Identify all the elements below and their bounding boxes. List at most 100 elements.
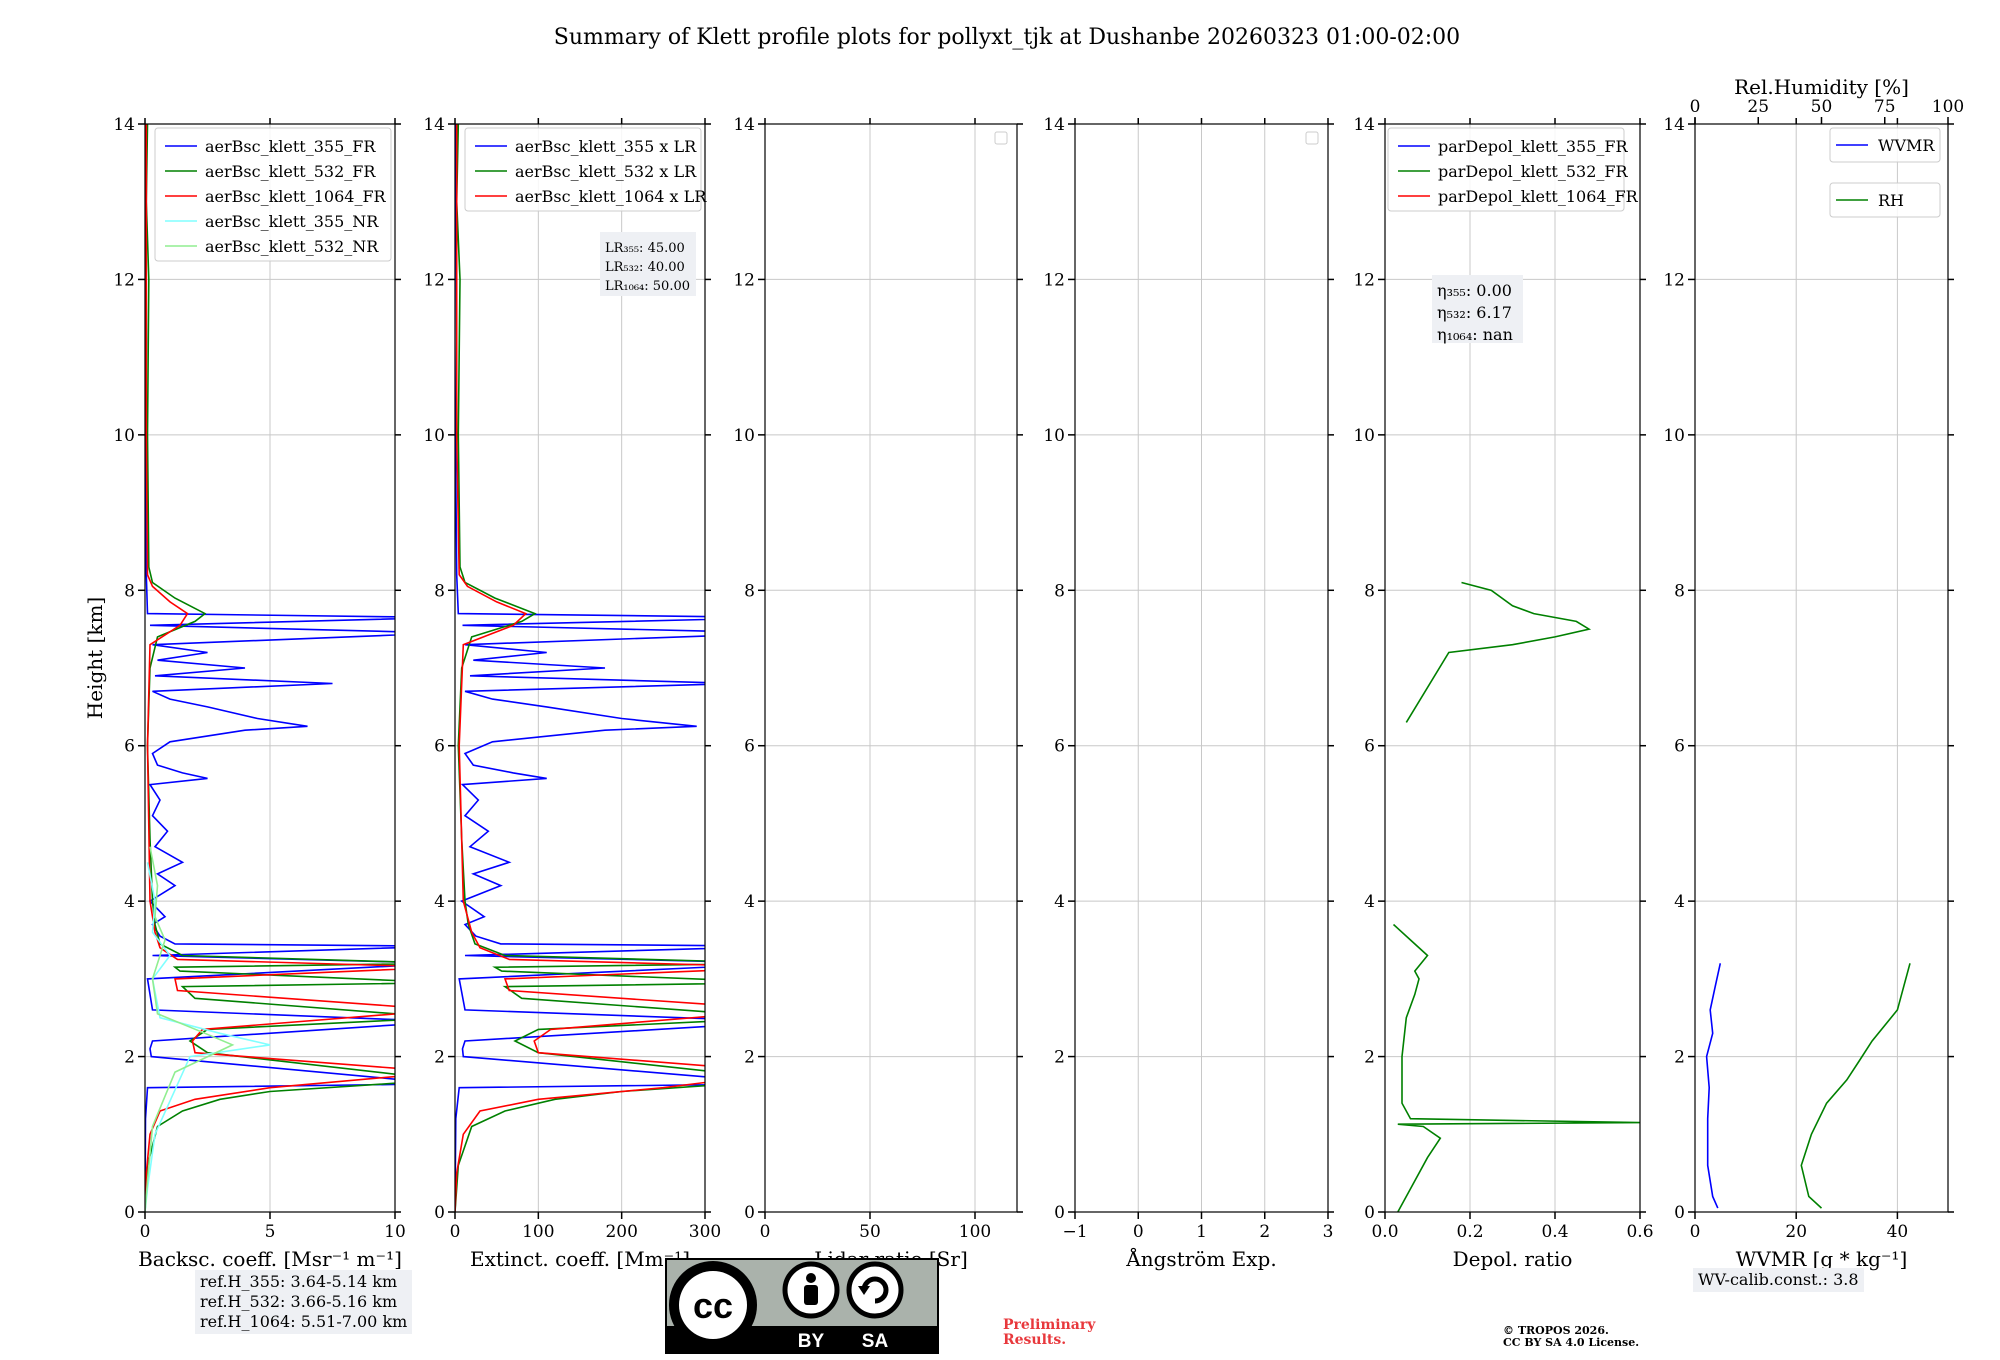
x-tick-label: 200	[605, 1222, 637, 1242]
reference-height-box: ref.H_355: 3.64-5.14 km ref.H_532: 3.66-…	[195, 1270, 413, 1334]
y-tick-label: 12	[733, 270, 755, 290]
cc-icon: cc	[669, 1261, 757, 1349]
depol-noisy-segment	[1405, 581, 1592, 723]
x-tick-label: 0.2	[1456, 1222, 1483, 1242]
x-tick-label: 0	[1690, 1222, 1701, 1242]
preliminary-line-1: Preliminary	[1003, 1317, 1096, 1333]
y-tick-label: 2	[124, 1048, 135, 1068]
x-tick-label: 0.0	[1371, 1222, 1398, 1242]
legend: parDepol_klett_355_FR parDepol_klett_532_…	[1387, 127, 1639, 212]
annotation-line: η₃₅₅: 0.00	[1437, 281, 1512, 300]
panel-lidar_ratio: 02468101214050100Lidar ratio [Sr]	[733, 115, 1023, 1271]
annotation-line: η₁₀₆₄: nan	[1437, 325, 1513, 344]
y-tick-label: 8	[1054, 581, 1065, 601]
top-axis-label: Rel.Humidity [%]	[1734, 75, 1909, 99]
y-tick-label: 14	[1043, 115, 1065, 135]
panel-frame	[454, 123, 706, 1213]
y-tick-label: 0	[434, 1203, 445, 1223]
x-axis-label: Backsc. coeff. [Msr⁻¹ m⁻¹]	[138, 1247, 402, 1271]
panel-frame	[764, 123, 1018, 1213]
y-tick-label: 2	[744, 1048, 755, 1068]
x-tick-label: −1	[1062, 1222, 1087, 1242]
x-tick-label: 300	[689, 1222, 721, 1242]
x-tick-label: 20	[1785, 1222, 1807, 1242]
y-tick-label: 6	[744, 737, 755, 757]
annotation-line: LR₃₅₅: 45.00	[605, 241, 685, 256]
y-tick-label: 10	[733, 426, 755, 446]
sa-icon	[846, 1261, 904, 1319]
svg-text:cc: cc	[693, 1285, 733, 1326]
empty-legend-box	[1305, 131, 1319, 145]
legend-box	[1829, 182, 1941, 218]
legend-label: aerBsc_klett_1064 x LR	[515, 187, 707, 206]
legend-label: parDepol_klett_355_FR	[1438, 137, 1629, 156]
series-line-aerBsc_klett_355_NR	[145, 862, 271, 1212]
copyright-line-2: CC BY SA 4.0 License.	[1503, 1336, 1640, 1349]
series-line-RH	[1800, 963, 1911, 1209]
legend-label: aerBsc_klett_355_NR	[205, 212, 379, 231]
y-tick-label: 4	[744, 892, 755, 912]
y-tick-label: 6	[1054, 737, 1065, 757]
series-line-aerBsc_klett_532_FR	[145, 124, 395, 1212]
ref-height-1064: ref.H_1064: 5.51-7.00 km	[200, 1312, 408, 1331]
top-axis-tick-label: 25	[1747, 97, 1769, 117]
preliminary-line-2: Results.	[1003, 1332, 1067, 1348]
x-tick-label: 10	[384, 1222, 406, 1242]
legend-label: WVMR	[1878, 136, 1935, 155]
y-tick-label: 10	[1353, 426, 1375, 446]
legend-label: aerBsc_klett_355 x LR	[515, 137, 697, 156]
by-icon	[782, 1261, 840, 1319]
y-tick-label: 0	[124, 1203, 135, 1223]
annotation-line: LR₅₃₂: 40.00	[605, 260, 685, 275]
y-tick-label: 12	[423, 270, 445, 290]
legend-label: parDepol_klett_532_FR	[1438, 162, 1629, 181]
legend-label: aerBsc_klett_1064_FR	[205, 187, 387, 206]
y-tick-label: 6	[124, 737, 135, 757]
x-axis-label: Ångström Exp.	[1125, 1246, 1276, 1271]
cc-sa-label: SA	[862, 1331, 889, 1352]
legend-label: aerBsc_klett_532_NR	[205, 237, 379, 256]
x-tick-label: 0	[140, 1222, 151, 1242]
lidar-ratio-annotation: LR₃₅₅: 45.00 LR₅₃₂: 40.00 LR₁₀₆₄: 50.00	[600, 232, 696, 296]
legend: aerBsc_klett_355_FR aerBsc_klett_532_FRae…	[154, 127, 392, 262]
y-tick-label: 12	[1663, 270, 1685, 290]
annotation-line: LR₁₀₆₄: 50.00	[605, 279, 690, 294]
preliminary-results-note: Preliminary Results.	[1003, 1318, 1095, 1348]
y-tick-label: 10	[423, 426, 445, 446]
y-tick-label: 6	[434, 737, 445, 757]
series-line-aerBsc_klett_532 x LR	[455, 124, 705, 1212]
annotation-line: η₅₃₂: 6.17	[1437, 303, 1512, 322]
y-tick-label: 0	[1674, 1203, 1685, 1223]
y-tick-label: 6	[1674, 737, 1685, 757]
x-axis-label: Extinct. coeff. [Mm⁻¹]	[470, 1247, 690, 1271]
series-line-parDepol_klett_532_FR	[1392, 923, 1640, 1212]
panel-frame	[1384, 123, 1641, 1213]
y-tick-label: 4	[1364, 892, 1375, 912]
eta-annotation: η₃₅₅: 0.00 η₅₃₂: 6.17 η₁₀₆₄: nan	[1432, 275, 1523, 344]
panel-backscatter: 0 2 4 6 8 10 12 14 0 5 10 Backsc. coeff. [Msr⁻¹ m⁻¹…	[113, 115, 406, 1271]
legend-box	[154, 127, 392, 262]
legend: aerBsc_klett_355 x LR aerBsc_klett_532 x …	[464, 127, 707, 212]
series-line-aerBsc_klett_1064_FR	[145, 124, 395, 1212]
y-tick-label: 2	[1364, 1048, 1375, 1068]
legend-label: aerBsc_klett_532_FR	[205, 162, 376, 181]
x-tick-label: 100	[959, 1222, 991, 1242]
legend-label: RH	[1878, 191, 1904, 210]
x-tick-label: 0	[1133, 1222, 1144, 1242]
y-tick-label: 8	[124, 581, 135, 601]
series-line-aerBsc_klett_355 x LR	[455, 124, 705, 1209]
y-tick-label: 2	[1674, 1048, 1685, 1068]
panel-extinction: 0 2 4 6 8 10 12 14 0 100 200 300 Extinct. coeff. [Mm…	[423, 115, 721, 1271]
y-tick-label: 4	[434, 892, 445, 912]
cc-by-label: BY	[798, 1331, 825, 1352]
x-tick-label: 100	[522, 1222, 554, 1242]
top-axis-tick-label: 50	[1811, 97, 1833, 117]
x-axis-label: WVMR [g * kg⁻¹]	[1736, 1247, 1908, 1271]
x-tick-label: 0.6	[1626, 1222, 1653, 1242]
cc-license-badge: cc BY SA	[665, 1258, 939, 1354]
x-tick-label: 0	[760, 1222, 771, 1242]
y-tick-label: 10	[1663, 426, 1685, 446]
y-tick-label: 4	[124, 892, 135, 912]
